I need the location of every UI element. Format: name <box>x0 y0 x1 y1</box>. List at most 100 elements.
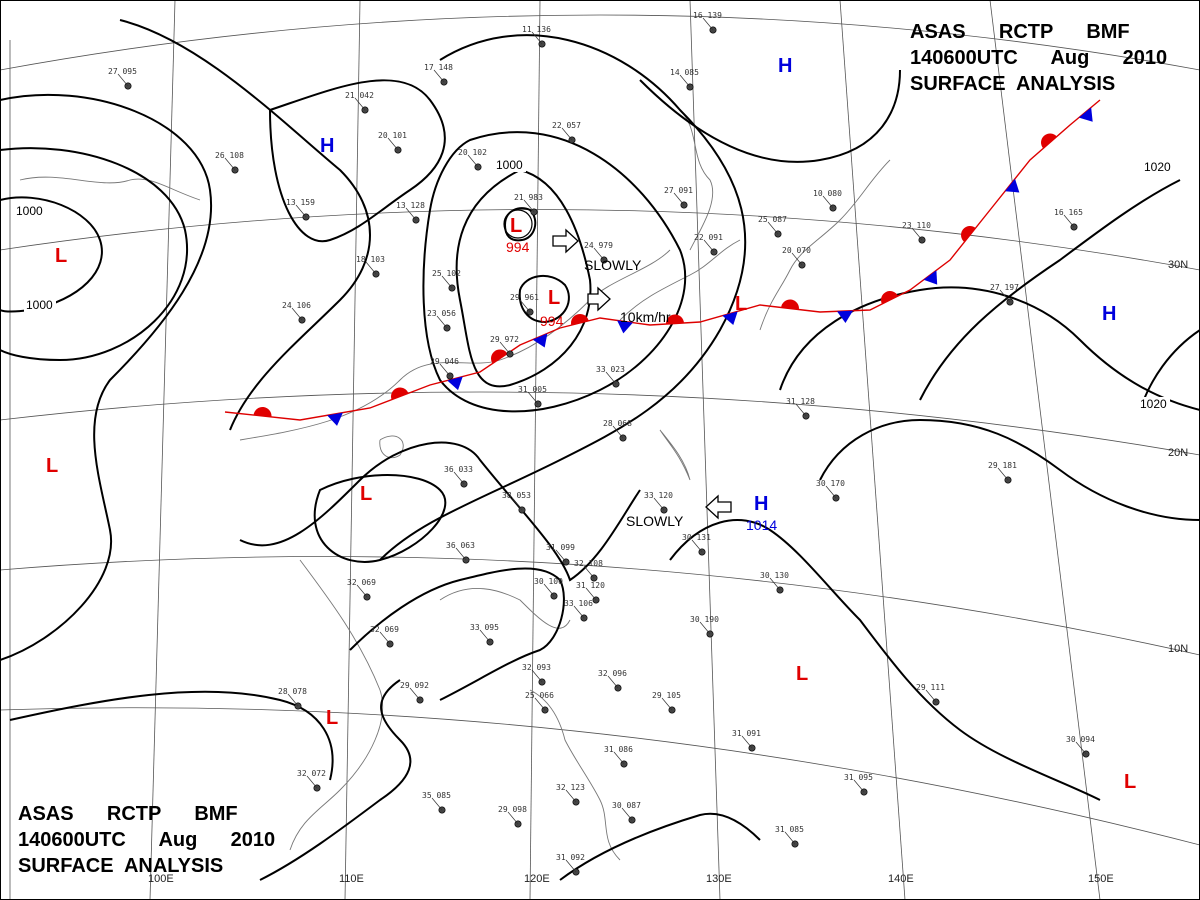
latitude-line-0 <box>0 707 1200 846</box>
wind-barb <box>499 341 511 355</box>
low-symbol: L <box>735 293 747 315</box>
wind-barb <box>702 17 714 31</box>
station-label: 24 979 <box>584 241 613 250</box>
station-label: 35 085 <box>422 791 451 800</box>
longitude-label: 100E <box>148 873 174 885</box>
wind-barb <box>531 669 543 683</box>
front-line <box>224 99 1101 421</box>
title-line-1: ASAS RCTP BMF <box>18 803 238 825</box>
coastline-borneo <box>439 588 571 629</box>
low-symbol: L <box>326 707 338 729</box>
isobar-label-bg-1 <box>24 298 56 312</box>
title-block-bottom: ASAS RCTP BMF 140600UTC Aug 2010 SURFACE… <box>18 803 275 877</box>
station-label: 32 096 <box>598 669 627 678</box>
cold-front-triangle <box>722 311 738 326</box>
station-label: 25 066 <box>525 691 554 700</box>
isobar-1000-center <box>455 168 592 388</box>
station-label: 31 092 <box>556 853 585 862</box>
wind-barb <box>795 403 807 417</box>
title-line-3: SURFACE ANALYSIS <box>910 73 1115 95</box>
wind-barb <box>555 549 567 563</box>
wind-barb <box>431 797 443 811</box>
isobar-1008-low-south <box>313 474 447 563</box>
wind-barb <box>853 779 865 793</box>
warm-front-semicircle <box>781 299 799 310</box>
title-block-top: ASAS RCTP BMF 140600UTC Aug 2010 SURFACE… <box>910 21 1167 95</box>
isobar-1012-west <box>119 19 371 431</box>
wind-barb <box>1063 214 1075 228</box>
low-symbol: L <box>1124 771 1136 793</box>
station-label: 28 068 <box>603 419 632 428</box>
warm-front-semicircle <box>253 407 272 417</box>
low-pressure-value: 994 <box>506 239 530 255</box>
station-label: 29 961 <box>510 293 539 302</box>
wind-barb <box>621 807 633 821</box>
wind-barb <box>507 811 519 825</box>
warm-front-semicircle <box>1041 133 1057 149</box>
longitude-label: 130E <box>706 873 732 885</box>
station-label: 29 111 <box>916 683 945 692</box>
station-label: 18 103 <box>356 255 385 264</box>
wind-barb <box>306 775 318 789</box>
longitude-line-140e <box>839 0 906 900</box>
wind-barb <box>593 247 605 261</box>
cold-front-triangle <box>837 310 853 323</box>
cold-front-triangle <box>923 270 938 285</box>
coastline-island-hainan <box>379 435 404 459</box>
wind-barb <box>999 289 1011 303</box>
isobar-1016-east-a <box>779 286 1200 411</box>
isobar-1012-mid <box>268 79 446 243</box>
isobar-1016-east-b <box>639 69 901 163</box>
station-label: 30 094 <box>1066 735 1095 744</box>
station-label: 27 091 <box>664 186 693 195</box>
wind-barb <box>605 371 617 385</box>
station-label: 31 085 <box>775 825 804 834</box>
station-label: 30 100 <box>534 577 563 586</box>
isobar-labels: 1000 1000 1000 1020 1020 <box>14 158 1174 411</box>
wind-barb <box>455 547 467 561</box>
station-label: 16 139 <box>693 11 722 20</box>
wind-barb <box>565 789 577 803</box>
wind-barb <box>784 831 796 845</box>
isobar-994-south <box>518 275 570 324</box>
station-label: 29 972 <box>490 335 519 344</box>
wind-barb <box>387 137 399 151</box>
isobar-1008-center <box>379 34 747 561</box>
wind-barb <box>573 605 585 619</box>
coastline-indochina <box>289 559 384 851</box>
isobar-1016-east-c <box>819 418 1200 521</box>
wind-barb <box>543 583 555 597</box>
low-symbol: L <box>510 215 522 237</box>
stationary-front <box>224 99 1101 426</box>
cold-front-triangle <box>447 376 463 391</box>
wind-barb <box>703 239 715 253</box>
wind-barb <box>534 697 546 711</box>
wind-barb <box>439 363 451 377</box>
wind-barb <box>441 275 453 289</box>
station-label: 26 108 <box>215 151 244 160</box>
station-label: 36 063 <box>446 541 475 550</box>
latitude-label: 10N <box>1168 643 1188 655</box>
high-symbol: H <box>1102 303 1116 325</box>
wind-barb <box>295 204 307 218</box>
wind-barb <box>531 31 543 45</box>
station-label: 22 091 <box>694 233 723 242</box>
high-pressure-value: 1014 <box>746 517 777 533</box>
station-label: 22 057 <box>552 121 581 130</box>
longitude-line-130e <box>689 0 721 900</box>
coastline-korea <box>679 109 714 251</box>
isobar-label: 1000 <box>496 158 523 172</box>
station-label: 30 190 <box>690 615 719 624</box>
coastline-philippines <box>529 689 621 861</box>
wind-barb <box>691 539 703 553</box>
low-symbol: L <box>796 663 808 685</box>
wind-barb <box>607 675 619 689</box>
isobars <box>0 19 1200 881</box>
warm-front-semicircle <box>666 314 684 325</box>
title-line-2: 140600UTC Aug 2010 <box>18 829 275 851</box>
cold-front-triangle <box>1078 107 1093 122</box>
low-center-ring <box>503 209 533 239</box>
station-label: 27 095 <box>108 67 137 76</box>
wind-barb <box>436 315 448 329</box>
